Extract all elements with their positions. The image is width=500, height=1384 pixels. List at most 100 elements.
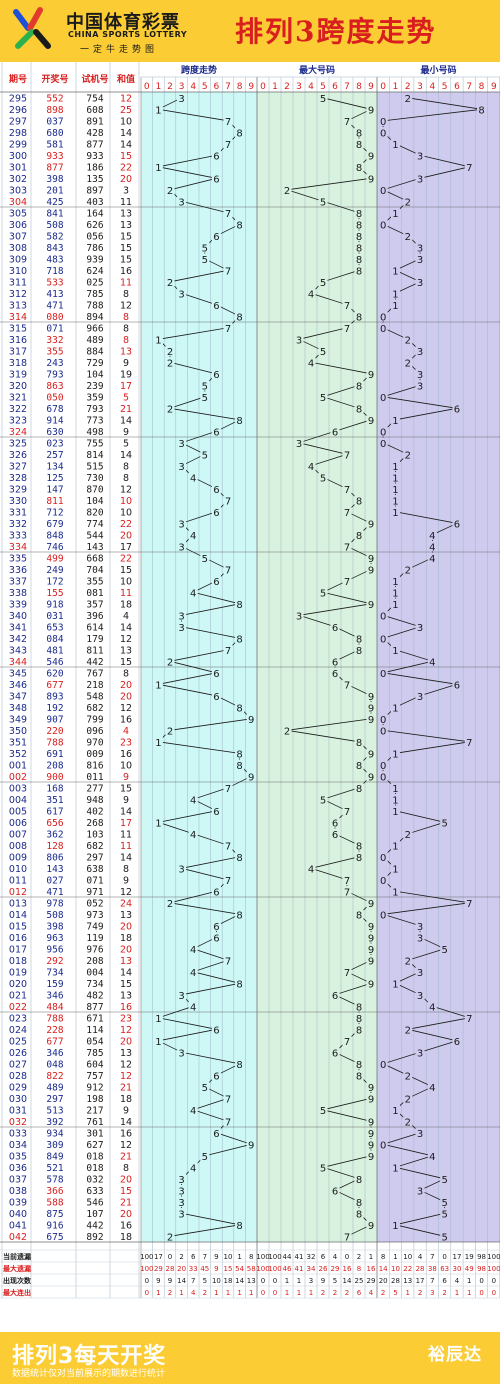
stat-value: 10 <box>391 1265 400 1273</box>
max-marker: 8 <box>356 140 362 151</box>
min-marker: 4 <box>429 1002 435 1013</box>
stat-value: 29 <box>367 1277 376 1285</box>
span-marker: 4 <box>190 945 196 956</box>
max-marker-bg <box>354 1173 364 1184</box>
test-cell: 277 <box>86 784 103 795</box>
max-marker-bg <box>354 633 364 644</box>
min-marker-bg <box>378 713 388 724</box>
min-marker-bg <box>427 541 437 552</box>
min-marker-bg <box>415 621 425 632</box>
digit-header: 5 <box>320 82 326 92</box>
stat-value: 18 <box>224 1277 233 1285</box>
stat-value: 41 <box>295 1265 304 1273</box>
max-marker: 9 <box>368 554 374 565</box>
draw-cell: 220 <box>46 726 63 737</box>
span-marker: 6 <box>213 1129 219 1140</box>
stat-value: 0 <box>261 1289 265 1297</box>
max-marker: 9 <box>368 1129 374 1140</box>
stat-value: 1 <box>455 1289 459 1297</box>
span-marker-bg <box>188 794 198 805</box>
span-marker-bg <box>188 1104 198 1115</box>
issue-cell: 301 <box>9 163 27 174</box>
span-marker-bg <box>223 874 233 885</box>
stat-value: 6 <box>357 1289 362 1297</box>
min-marker-bg <box>390 644 400 655</box>
logo-en-text: CHINA SPORTS LOTTERY <box>68 30 188 39</box>
digit-header: 8 <box>479 82 485 92</box>
span-marker-bg <box>200 391 210 402</box>
max-marker-bg <box>342 483 352 494</box>
stat-value: 14 <box>343 1277 352 1285</box>
sum-cell: 18 <box>120 1232 132 1243</box>
issue-cell: 016 <box>9 933 27 944</box>
span-marker: 7 <box>225 140 231 151</box>
min-marker-bg <box>390 472 400 483</box>
stat-value: 0 <box>145 1289 149 1297</box>
sum-cell: 23 <box>120 738 132 749</box>
lottery-logo-icon <box>13 7 51 49</box>
span-marker: 5 <box>202 255 208 266</box>
span-marker-bg <box>235 1058 245 1069</box>
span-marker-bg <box>177 437 187 448</box>
min-marker: 1 <box>392 795 398 806</box>
digit-header: 8 <box>356 82 362 92</box>
span-marker: 5 <box>202 1083 208 1094</box>
span-marker-bg <box>235 127 245 138</box>
max-marker: 9 <box>368 749 374 760</box>
stat-value: 44 <box>283 1253 292 1261</box>
stat-value: 6 <box>321 1253 326 1261</box>
draw-cell: 679 <box>46 519 63 530</box>
min-marker: 3 <box>417 174 423 185</box>
digit-header: 2 <box>167 82 173 92</box>
span-marker: 8 <box>236 128 242 139</box>
draw-cell: 362 <box>46 830 63 841</box>
max-marker-bg <box>330 656 340 667</box>
min-marker-bg <box>452 403 462 414</box>
issue-cell: 343 <box>9 646 27 657</box>
stat-value: 2 <box>168 1289 172 1297</box>
draw-cell: 508 <box>46 910 63 921</box>
test-cell: 948 <box>86 795 103 806</box>
draw-cell: 620 <box>46 669 63 680</box>
issue-cell: 026 <box>9 1048 27 1059</box>
stat-value: 1 <box>214 1289 218 1297</box>
sum-cell: 10 <box>120 761 132 772</box>
min-marker: 1 <box>392 140 398 151</box>
min-marker: 5 <box>441 1175 447 1186</box>
max-marker: 8 <box>356 1025 362 1036</box>
sum-cell: 22 <box>120 519 132 530</box>
draw-cell: 172 <box>46 577 63 588</box>
issue-cell: 349 <box>9 715 27 726</box>
span-marker: 7 <box>225 841 231 852</box>
max-marker: 8 <box>356 266 362 277</box>
min-marker: 3 <box>417 692 423 703</box>
span-marker: 6 <box>213 807 219 818</box>
span-marker-bg <box>211 1070 221 1081</box>
draw-cell: 080 <box>46 312 63 323</box>
span-marker: 8 <box>236 220 242 231</box>
min-marker-bg <box>427 1150 437 1161</box>
min-marker: 0 <box>380 1060 386 1071</box>
issue-cell: 020 <box>9 979 27 990</box>
min-marker: 1 <box>392 864 398 875</box>
min-marker: 3 <box>417 347 423 358</box>
max-marker: 8 <box>356 128 362 139</box>
test-cell: 011 <box>86 772 103 783</box>
section-header: 最小号码 <box>420 64 456 76</box>
min-marker-bg <box>390 288 400 299</box>
stat-value: 7 <box>430 1277 434 1285</box>
max-marker-bg <box>354 138 364 149</box>
issue-cell: 344 <box>9 657 27 668</box>
span-marker: 7 <box>225 646 231 657</box>
test-cell: 104 <box>86 370 103 381</box>
max-marker: 6 <box>332 427 338 438</box>
min-marker: 1 <box>392 485 398 496</box>
max-marker: 5 <box>320 473 326 484</box>
max-marker-bg <box>354 219 364 230</box>
max-marker: 9 <box>368 933 374 944</box>
stat-value: 33 <box>189 1265 198 1273</box>
stat-value: 100 <box>140 1265 153 1273</box>
test-cell: 971 <box>86 887 103 898</box>
issue-cell: 039 <box>9 1198 27 1209</box>
